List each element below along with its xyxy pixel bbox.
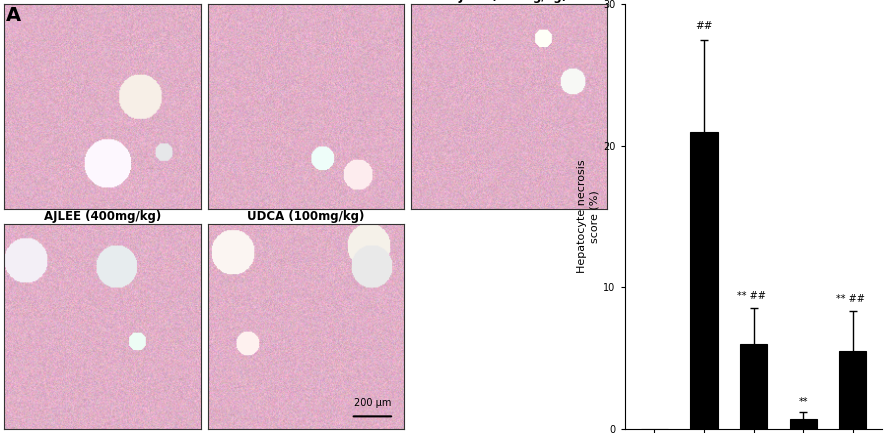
Text: ##: ##: [696, 21, 712, 31]
Bar: [690, 132, 718, 429]
Text: **: **: [798, 397, 808, 407]
Text: ** ##: ** ##: [835, 294, 865, 304]
Bar: [839, 351, 867, 429]
Text: 200 μm: 200 μm: [354, 398, 391, 408]
Bar: [740, 344, 767, 429]
Title: Model: Model: [285, 0, 326, 3]
Title: UDCA (100mg/kg): UDCA (100mg/kg): [247, 210, 364, 223]
Bar: [789, 419, 817, 429]
Y-axis label: Hepatocyte necrosis
score (%): Hepatocyte necrosis score (%): [578, 160, 599, 273]
Text: A: A: [6, 6, 21, 26]
Title: Control: Control: [78, 0, 127, 3]
Title: AJLEE (200mg/kg): AJLEE (200mg/kg): [450, 0, 567, 3]
Text: ** ##: ** ##: [736, 291, 766, 301]
Title: AJLEE (400mg/kg): AJLEE (400mg/kg): [44, 210, 161, 223]
